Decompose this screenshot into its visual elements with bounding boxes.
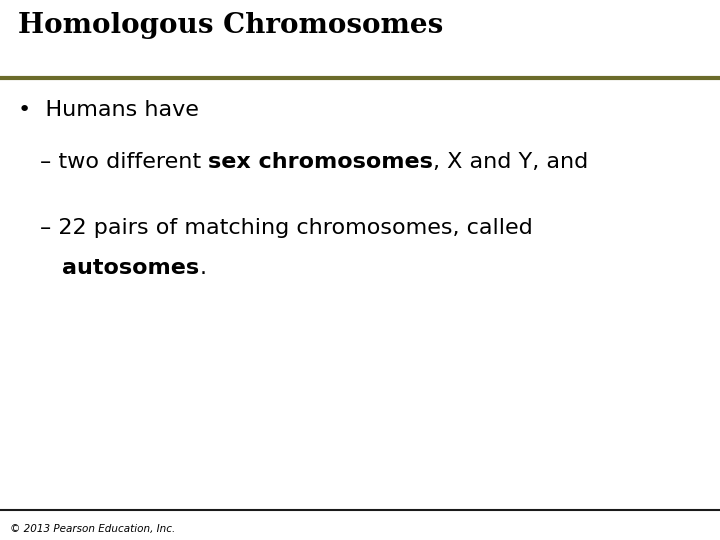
- Text: autosomes: autosomes: [62, 258, 199, 278]
- Text: – two different: – two different: [40, 152, 208, 172]
- Text: – 22 pairs of matching chromosomes, called: – 22 pairs of matching chromosomes, call…: [40, 218, 533, 238]
- Text: Homologous Chromosomes: Homologous Chromosomes: [18, 12, 444, 39]
- Text: © 2013 Pearson Education, Inc.: © 2013 Pearson Education, Inc.: [10, 524, 175, 534]
- Text: sex chromosomes: sex chromosomes: [208, 152, 433, 172]
- Text: , X and Y, and: , X and Y, and: [433, 152, 588, 172]
- Text: .: .: [199, 258, 206, 278]
- Text: •  Humans have: • Humans have: [18, 100, 199, 120]
